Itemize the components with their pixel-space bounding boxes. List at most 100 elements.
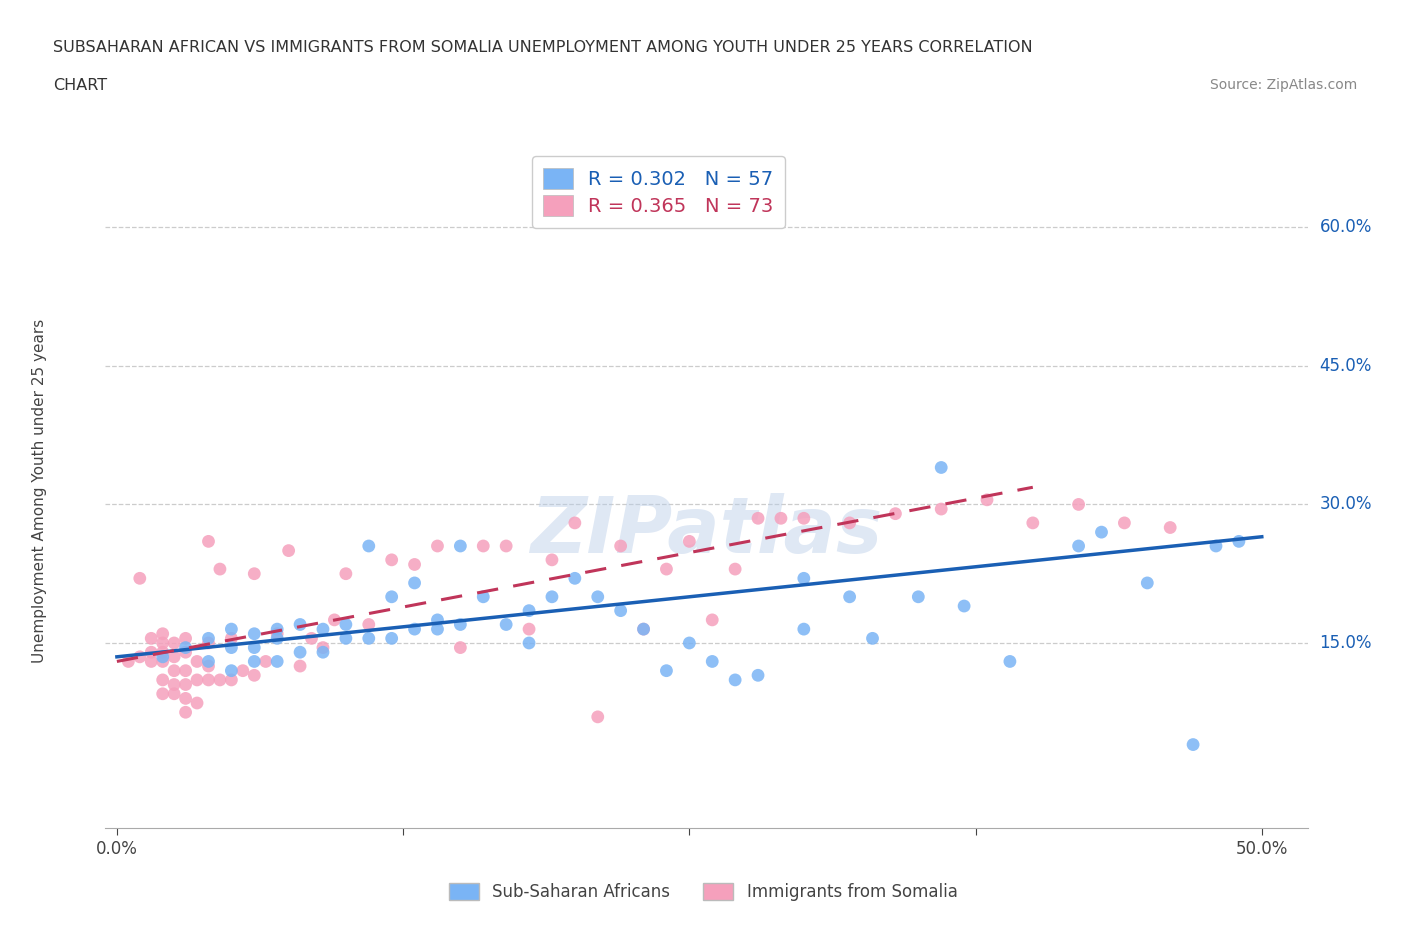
Legend: Sub-Saharan Africans, Immigrants from Somalia: Sub-Saharan Africans, Immigrants from So… [441, 876, 965, 908]
Point [301, 631, 323, 645]
Text: 45.0%: 45.0% [1320, 357, 1372, 375]
Point [357, 631, 380, 645]
Point [1114, 515, 1136, 530]
Point [335, 631, 357, 645]
Point [163, 635, 186, 650]
Point [633, 621, 655, 636]
Point [586, 590, 609, 604]
Point [678, 534, 700, 549]
Point [197, 635, 219, 650]
Point [702, 613, 724, 628]
Point [266, 631, 288, 645]
Point [232, 663, 254, 678]
Point [312, 644, 335, 659]
Point [1227, 534, 1250, 549]
Point [633, 621, 655, 636]
Point [163, 677, 186, 692]
Point [174, 640, 197, 655]
Point [426, 538, 449, 553]
Point [243, 640, 266, 655]
Point [426, 613, 449, 628]
Point [243, 626, 266, 641]
Point [929, 501, 952, 516]
Point [312, 640, 335, 655]
Point [998, 654, 1021, 669]
Point [128, 649, 150, 664]
Point [976, 492, 998, 507]
Text: 15.0%: 15.0% [1320, 634, 1372, 652]
Point [838, 590, 860, 604]
Point [163, 649, 186, 664]
Point [174, 663, 197, 678]
Point [288, 618, 311, 632]
Point [221, 672, 243, 687]
Point [323, 613, 346, 628]
Point [793, 571, 815, 586]
Point [517, 635, 540, 650]
Point [1067, 497, 1090, 512]
Point [174, 705, 197, 720]
Point [702, 654, 724, 669]
Point [495, 538, 517, 553]
Point [747, 511, 769, 525]
Point [208, 672, 231, 687]
Point [174, 631, 197, 645]
Point [838, 515, 860, 530]
Point [769, 511, 792, 525]
Point [449, 538, 471, 553]
Point [884, 506, 907, 521]
Point [208, 562, 231, 577]
Point [449, 618, 471, 632]
Point [152, 626, 174, 641]
Point [609, 538, 631, 553]
Point [152, 635, 174, 650]
Point [312, 621, 335, 636]
Point [426, 621, 449, 636]
Point [221, 663, 243, 678]
Point [152, 644, 174, 659]
Point [953, 599, 976, 614]
Point [381, 590, 404, 604]
Point [335, 618, 357, 632]
Point [1182, 737, 1205, 752]
Point [357, 538, 380, 553]
Point [141, 631, 163, 645]
Text: 60.0%: 60.0% [1320, 219, 1372, 236]
Point [1205, 538, 1227, 553]
Point [221, 621, 243, 636]
Point [1022, 515, 1045, 530]
Point [288, 658, 311, 673]
Point [404, 621, 426, 636]
Point [564, 515, 586, 530]
Point [929, 460, 952, 475]
Point [254, 654, 277, 669]
Point [141, 644, 163, 659]
Point [517, 621, 540, 636]
Point [655, 663, 678, 678]
Point [152, 672, 174, 687]
Point [152, 686, 174, 701]
Point [357, 618, 380, 632]
Point [1090, 525, 1112, 539]
Point [197, 654, 219, 669]
Point [495, 618, 517, 632]
Point [197, 534, 219, 549]
Point [117, 654, 139, 669]
Point [1067, 538, 1090, 553]
Point [404, 576, 426, 591]
Point [163, 686, 186, 701]
Point [678, 635, 700, 650]
Point [288, 644, 311, 659]
Point [221, 631, 243, 645]
Point [472, 590, 495, 604]
Point [152, 654, 174, 669]
Text: Unemployment Among Youth under 25 years: Unemployment Among Youth under 25 years [32, 318, 46, 663]
Point [793, 621, 815, 636]
Point [277, 543, 299, 558]
Point [564, 571, 586, 586]
Point [747, 668, 769, 683]
Point [266, 654, 288, 669]
Point [609, 604, 631, 618]
Point [724, 672, 747, 687]
Point [243, 566, 266, 581]
